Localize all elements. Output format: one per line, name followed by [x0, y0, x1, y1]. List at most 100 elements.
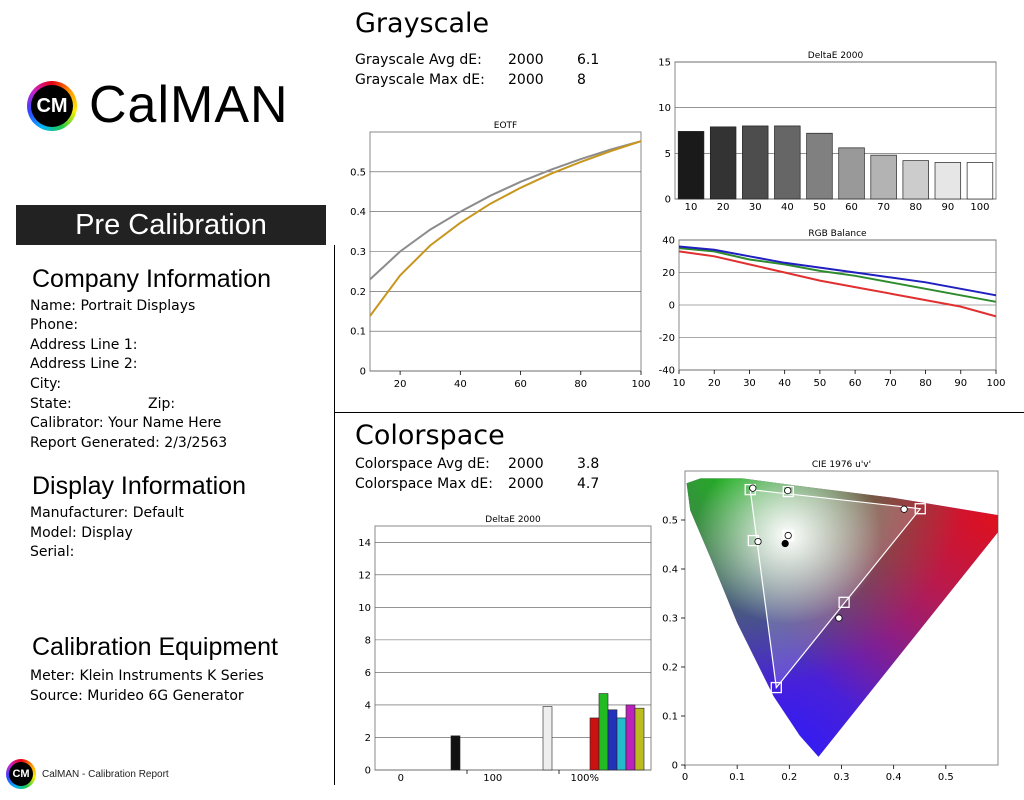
grayscale-de-chart-category-label: 60	[845, 202, 858, 213]
equipment-heading: Calibration Equipment	[32, 633, 278, 661]
report-stage-banner: Pre Calibration	[16, 205, 326, 245]
cie-chart-xtick-label: 0.3	[834, 772, 850, 783]
display-serial: Serial:	[30, 544, 75, 560]
rgb-balance-chart-xtick-label: 60	[849, 378, 862, 389]
colorspace-de-chart-bar	[589, 717, 600, 771]
company-phone: Phone:	[30, 317, 79, 333]
colorspace-de-chart-bar	[616, 717, 627, 771]
cie-chart-xtick-label: 0.1	[729, 772, 745, 783]
grayscale-de-chart-category-label: 20	[717, 202, 730, 213]
grayscale-de-chart-ytick-label: 15	[658, 58, 671, 69]
colorspace-avg-label: Colorspace Avg dE:	[355, 456, 490, 472]
rgb-balance-chart-ytick-label: 0	[669, 301, 675, 312]
grayscale-de-chart-category-label: 100	[970, 202, 989, 213]
grayscale-avg-standard: 2000	[508, 52, 544, 68]
eotf-chart-ytick-label: 0.1	[350, 327, 366, 338]
cie-chart-ytick-label: 0	[672, 761, 678, 772]
eotf-chart-ytick-label: 0.3	[350, 247, 366, 258]
grayscale-title: Grayscale	[355, 8, 490, 39]
cie-chart-xtick-label: 0	[682, 772, 688, 783]
colorspace-de-chart-ytick-label: 10	[358, 603, 371, 614]
grayscale-de-chart-bar	[902, 160, 929, 200]
rgb-balance-chart-xtick-label: 80	[919, 378, 932, 389]
grayscale-max-value: 8	[577, 72, 586, 88]
grayscale-de-chart-bar	[934, 162, 962, 200]
eotf-chart-ytick-label: 0	[360, 367, 366, 378]
rgb-balance-chart-xtick-label: 10	[673, 378, 686, 389]
cie-chart-measured-point	[754, 537, 762, 546]
cie-chart-measured-point	[784, 486, 792, 495]
cie-chart-target-marker	[782, 485, 794, 498]
cie-chart-measured-point	[784, 531, 792, 540]
colorspace-de-chart-category-label: 0	[398, 773, 404, 784]
grayscale-de-chart-bar	[838, 147, 865, 200]
footer-badge-icon: CM	[6, 759, 36, 789]
cie-chart-measured-point	[900, 505, 908, 513]
report-date: Report Generated: 2/3/2563	[30, 435, 228, 451]
display-manufacturer: Manufacturer: Default	[30, 505, 184, 521]
colorspace-de-chart-ytick-label: 0	[365, 766, 371, 777]
rgb-balance-chart-ytick-label: -40	[659, 366, 675, 377]
cie-chart-ytick-label: 0.5	[662, 516, 678, 527]
rgb-balance-chart-ytick-label: 40	[662, 236, 675, 247]
colorspace-de-chart-bar	[450, 735, 461, 771]
colorspace-de-chart-bar	[598, 693, 609, 771]
colorspace-max-value: 4.7	[577, 476, 600, 492]
colorspace-de-chart-bar	[542, 706, 553, 771]
colorspace-de-chart-ytick-label: 6	[365, 668, 371, 679]
grayscale-avg-label: Grayscale Avg dE:	[355, 52, 482, 68]
rgb-balance-chart-xtick-label: 70	[884, 378, 897, 389]
company-zip: Zip:	[148, 396, 176, 412]
grayscale-de-chart-ytick-label: 5	[665, 149, 671, 160]
brand-name: CalMAN	[89, 76, 289, 134]
cie-chart-measured-point	[835, 614, 843, 622]
rgb-balance-chart-xtick-label: 40	[778, 378, 791, 389]
eotf-chart-xtick-label: 40	[454, 379, 467, 390]
eotf-chart-series-line-1	[369, 140, 642, 317]
colorspace-de-chart-category-label: 100	[483, 773, 502, 784]
eotf-chart-xtick-label: 60	[514, 379, 527, 390]
grayscale-max-standard: 2000	[508, 72, 544, 88]
cie-chart-target-marker	[782, 529, 794, 542]
rgb-balance-chart-title: RGB Balance	[808, 229, 867, 239]
rgb-balance-chart-series-line-2	[678, 245, 997, 297]
cie-chart-title: CIE 1976 u'v'	[812, 460, 871, 470]
display-heading: Display Information	[32, 472, 246, 500]
grayscale-de-chart-bar	[774, 125, 801, 200]
vertical-divider	[334, 245, 335, 785]
company-address-1: Address Line 1:	[30, 337, 138, 353]
equipment-source: Source: Murideo 6G Generator	[30, 688, 244, 704]
grayscale-de-chart-category-label: 80	[909, 202, 922, 213]
rgb-balance-chart-xtick-label: 100	[986, 378, 1005, 389]
eotf-chart-xtick-label: 80	[574, 379, 587, 390]
calman-badge-icon: CM	[27, 81, 77, 131]
eotf-chart-ytick-label: 0.4	[350, 207, 366, 218]
grayscale-de-chart-bar	[677, 131, 705, 200]
colorspace-de-chart-title: DeltaE 2000	[485, 515, 541, 525]
grayscale-de-chart-bar	[966, 162, 994, 200]
horizontal-divider	[334, 412, 1024, 413]
cie-chart-target-marker	[914, 503, 926, 515]
colorspace-avg-value: 3.8	[577, 456, 600, 472]
company-address-2: Address Line 2:	[30, 356, 138, 372]
eotf-chart-xtick-label: 20	[394, 379, 407, 390]
grayscale-de-chart-category-label: 90	[941, 202, 954, 213]
grayscale-de-chart-category-label: 50	[813, 202, 826, 213]
footer-badge-label: CM	[9, 762, 33, 786]
grayscale-de-chart-bar	[742, 125, 769, 200]
grayscale-de-chart-title: DeltaE 2000	[808, 51, 864, 61]
footer-text: CalMAN - Calibration Report	[42, 769, 169, 780]
company-state: State:	[30, 396, 72, 412]
rgb-balance-chart-ytick-label: -20	[659, 333, 675, 344]
rgb-balance-chart-xtick-label: 50	[814, 378, 827, 389]
display-model: Model: Display	[30, 525, 133, 541]
colorspace-max-label: Colorspace Max dE:	[355, 476, 493, 492]
grayscale-de-chart-ytick-label: 10	[658, 103, 671, 114]
colorspace-avg-standard: 2000	[508, 456, 544, 472]
grayscale-de-chart-ytick-label: 0	[665, 195, 671, 206]
colorspace-de-chart-bar	[625, 704, 636, 771]
cie-chart-target-marker	[838, 596, 850, 608]
cie-chart-xtick-label: 0.5	[938, 772, 954, 783]
colorspace-de-chart-bar	[634, 707, 645, 771]
